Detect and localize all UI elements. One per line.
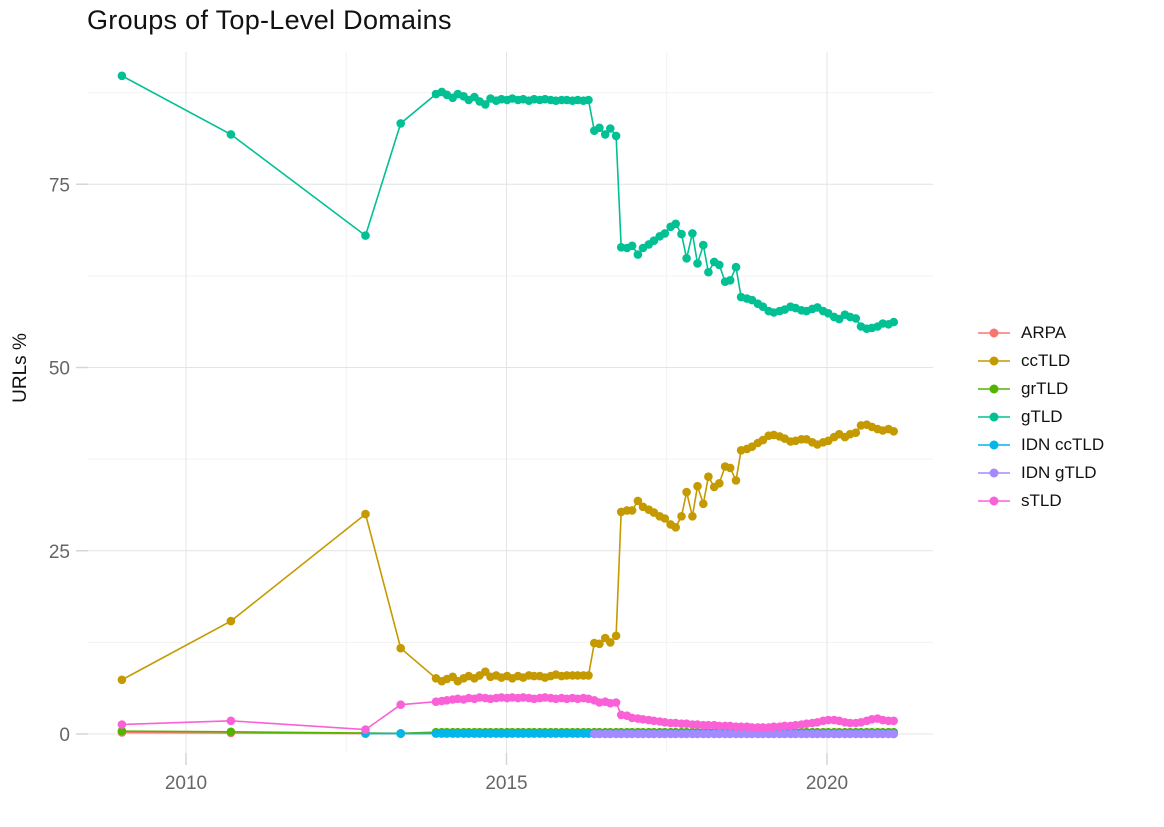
series-point-gtld	[693, 259, 702, 268]
legend-key-idn-gtld	[978, 468, 1010, 477]
y-tick-label: 25	[49, 542, 70, 563]
legend-item-cctld: ccTLD	[976, 350, 1104, 371]
legend-item-idn-gtld: IDN gTLD	[976, 462, 1104, 483]
series-point-idn-cctld	[396, 729, 406, 738]
series-point-idn-gtld	[889, 729, 898, 739]
legend-key-stld	[978, 496, 1010, 505]
series-point-cctld	[688, 512, 697, 521]
legend-label-gtld: gTLD	[1021, 406, 1063, 426]
series-point-cctld	[682, 487, 691, 497]
series-point-stld	[361, 725, 370, 734]
legend-key-idn-cctld	[978, 440, 1010, 449]
series-point-cctld	[606, 638, 615, 647]
series-point-gtld	[396, 119, 406, 128]
series-point-gtld	[688, 229, 697, 238]
x-tick-label: 2015	[485, 773, 527, 794]
series-point-gtld	[715, 260, 724, 270]
legend-label-stld: sTLD	[1021, 490, 1062, 510]
series-point-cctld	[889, 427, 898, 436]
series-point-cctld	[396, 643, 406, 653]
series-point-gtld	[606, 124, 615, 133]
legend-item-stld: sTLD	[976, 490, 1104, 511]
series-point-cctld	[117, 675, 127, 685]
series-point-cctld	[693, 481, 702, 491]
legend-key-dot	[989, 496, 999, 505]
series-point-cctld	[699, 499, 708, 509]
series-point-cctld	[633, 496, 643, 506]
series-point-cctld	[725, 463, 735, 473]
legend: ARPA ccTLD grTLD gTLD IDN ccTLD IDN gTLD sTLD	[976, 322, 1104, 511]
series-point-gtld	[725, 276, 735, 285]
series-point-gtld	[699, 240, 708, 250]
legend-key-dot	[989, 412, 999, 421]
series-line-gtld	[121, 75, 895, 330]
series-point-gtld	[117, 71, 127, 81]
series-point-gtld	[361, 231, 370, 240]
series-point-gtld	[704, 267, 713, 277]
legend-key-dot	[989, 440, 999, 449]
series-point-stld	[226, 716, 236, 726]
series-point-gtld	[682, 253, 691, 263]
series-point-cctld	[595, 639, 604, 649]
legend-key-cctld	[978, 356, 1010, 365]
series-point-gtld	[600, 130, 610, 139]
series-point-cctld	[671, 523, 680, 532]
legend-item-grtld: grTLD	[976, 378, 1104, 399]
series-point-gtld	[595, 123, 604, 133]
legend-label-idn-gtld: IDN gTLD	[1021, 462, 1097, 482]
legend-label-arpa: ARPA	[1021, 322, 1067, 342]
series-point-cctld	[704, 472, 713, 482]
x-tick-label: 2020	[806, 773, 848, 794]
series-point-gtld	[611, 131, 621, 141]
series-point-stld	[889, 716, 898, 726]
series-point-cctld	[627, 506, 637, 515]
series-point-gtld	[660, 229, 670, 238]
series-point-stld	[611, 698, 621, 707]
legend-item-arpa: ARPA	[976, 322, 1104, 343]
series-point-grtld	[117, 726, 127, 736]
series-point-cctld	[731, 476, 741, 485]
legend-label-cctld: ccTLD	[1021, 350, 1071, 370]
legend-item-gtld: gTLD	[976, 406, 1104, 427]
series-point-gtld	[851, 314, 861, 323]
series-point-cctld	[660, 514, 670, 523]
series-point-stld	[117, 720, 127, 729]
series-point-gtld	[627, 241, 637, 251]
series-point-gtld	[671, 219, 680, 229]
legend-key-dot	[989, 328, 999, 337]
series-point-grtld	[226, 727, 236, 737]
y-tick-label: 50	[49, 359, 70, 380]
series-point-stld	[396, 700, 406, 709]
chart-title: Groups of Top-Level Domains	[87, 5, 452, 35]
series-point-cctld	[715, 479, 724, 488]
legend-key-dot	[989, 356, 999, 365]
legend-key-dot	[989, 468, 999, 477]
legend-key-dot	[989, 384, 999, 393]
series-point-gtld	[889, 317, 898, 327]
series-point-cctld	[361, 509, 370, 519]
legend-label-grtld: grTLD	[1021, 378, 1069, 398]
legend-key-gtld	[978, 412, 1010, 421]
x-tick-label: 2010	[165, 773, 207, 794]
series-point-cctld	[611, 631, 621, 641]
series-point-cctld	[584, 671, 593, 680]
series-point-gtld	[677, 229, 686, 239]
series-point-gtld	[226, 130, 236, 139]
series-point-gtld	[633, 250, 643, 259]
series-point-gtld	[584, 95, 593, 105]
legend-label-idn-cctld: IDN ccTLD	[1021, 434, 1105, 454]
y-tick-label: 0	[59, 725, 70, 746]
series-point-cctld	[226, 616, 236, 626]
series-point-cctld	[851, 428, 861, 438]
series-point-gtld	[481, 100, 490, 109]
legend-item-idn-cctld: IDN ccTLD	[976, 434, 1104, 455]
legend-key-arpa	[978, 328, 1010, 337]
legend-key-grtld	[978, 384, 1010, 393]
y-tick-label: 75	[49, 175, 70, 196]
y-axis-title: URLs %	[10, 333, 31, 403]
series-point-cctld	[677, 512, 686, 521]
series-point-gtld	[731, 262, 741, 272]
